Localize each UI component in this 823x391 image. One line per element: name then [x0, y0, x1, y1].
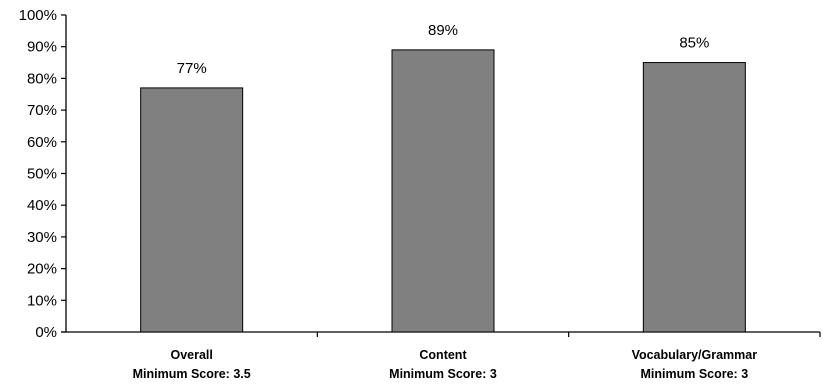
- x-category-label: Vocabulary/Grammar: [632, 348, 758, 362]
- y-tick-label: 80%: [27, 70, 57, 87]
- bar: [642, 62, 746, 333]
- labels-group: 77% Overall Minimum Score: 3.5 89% Content Mi…: [133, 22, 758, 381]
- bar: [140, 87, 244, 333]
- y-tick-label: 40%: [27, 197, 57, 214]
- y-tick-label: 100%: [19, 7, 57, 24]
- y-tick-label: 30%: [27, 229, 57, 246]
- bar-data-label: 77%: [177, 60, 207, 77]
- x-category-label: Content: [419, 348, 467, 362]
- y-tick-label: 60%: [27, 134, 57, 151]
- bars-group: [140, 49, 746, 333]
- y-tick-label: 20%: [27, 261, 57, 278]
- bar-data-label: 89%: [428, 22, 458, 39]
- x-category-label: Minimum Score: 3.5: [133, 367, 251, 381]
- y-tick-label: 70%: [27, 102, 57, 119]
- x-category-label: Minimum Score: 3: [389, 367, 497, 381]
- bar-data-label: 85%: [679, 35, 709, 52]
- x-category-label: Overall: [170, 348, 212, 362]
- y-tick-label: 50%: [27, 166, 57, 183]
- bar: [391, 49, 495, 333]
- axes-group: 0% 10% 20% 30% 40% 50% 60% 70% 80% 90% 100%: [19, 7, 821, 341]
- y-tick-label: 90%: [27, 39, 57, 56]
- x-category-label: Minimum Score: 3: [640, 367, 748, 381]
- y-tick-label: 0%: [35, 324, 57, 341]
- y-tick-label: 10%: [27, 292, 57, 309]
